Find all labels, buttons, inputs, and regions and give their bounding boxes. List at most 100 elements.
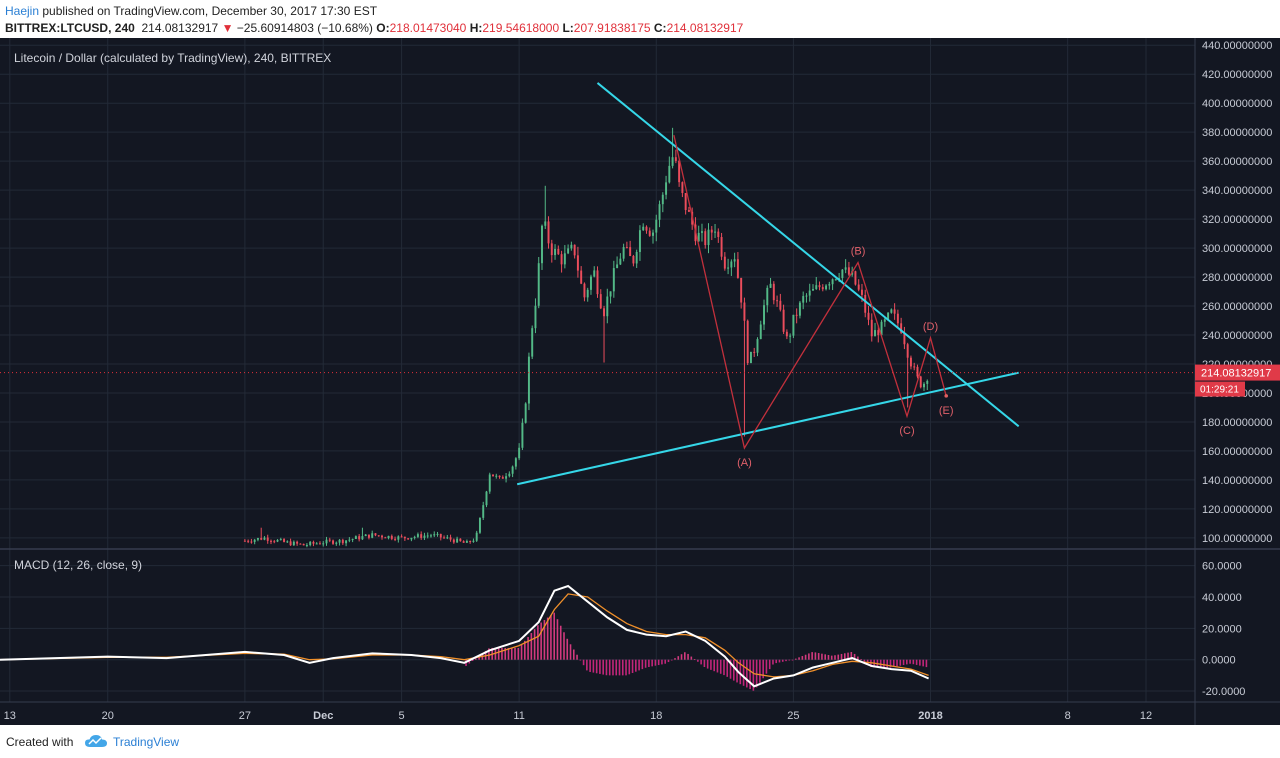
macd-histogram-bar [739,659,742,685]
wave-end-dot [944,394,949,398]
macd-histogram-bar [765,659,768,674]
candle-body [436,533,439,535]
candle-body [426,535,429,537]
author-link[interactable]: Haejin [5,4,40,18]
candle-body [638,230,641,252]
candle-body [449,537,452,540]
macd-histogram-bar [674,658,676,660]
macd-histogram-bar [501,647,503,660]
macd-histogram-bar [772,659,774,665]
low-value: 207.91838175 [573,21,651,35]
candle-body [325,539,328,544]
candles-group [243,127,929,548]
macd-histogram-bar [919,659,921,666]
candle-body [665,182,668,195]
candle-body [299,543,302,545]
candle-body [263,537,266,540]
candle-body [883,319,886,322]
macd-histogram-bar [791,659,794,661]
candle-body [521,422,524,448]
macd-histogram-bar [657,659,660,666]
time-tick-label: Dec [313,710,333,722]
candle-body [740,277,743,303]
price-change: −25.60914803 (−10.68%) [236,21,373,35]
last-price: 214.08132917 [141,21,219,35]
macd-histogram-bar [550,615,552,660]
candle-body [296,541,299,544]
macd-histogram-bar [537,625,539,660]
candle-body [622,247,625,259]
candle-body [518,447,521,459]
macd-histogram-bar [795,658,797,660]
candle-body [338,539,341,543]
macd-histogram-bar [798,657,800,660]
price-chart[interactable]: (A) (B) (C) (D) (E) 100.00000000 120.00000000… [0,38,1280,725]
candle-body [923,383,925,388]
candle-body [697,232,700,242]
price-tick-label: 340.00000000 [1202,185,1272,197]
candle-body [456,538,459,543]
candle-body [410,537,413,540]
candle-body [821,287,824,290]
candle-body [593,270,596,277]
macd-histogram-bar [546,617,549,660]
candle-body [635,251,638,264]
candle-body [860,289,863,295]
published-text: published on TradingView.com, December 3… [42,4,378,18]
candle-body [332,540,335,544]
macd-histogram-bar [801,656,804,660]
macd-histogram-bar [608,659,611,676]
candle-body [305,545,308,547]
candle-body [547,221,550,244]
candle-body [351,538,354,540]
candle-body [423,535,426,538]
candle-body [717,231,720,238]
price-tick-label: 100.00000000 [1202,533,1272,545]
macd-histogram-bar [922,659,924,667]
macd-histogram-bar [814,652,817,660]
macd-histogram-bar [726,659,729,677]
macd-histogram-bar [778,659,781,663]
candle-body [315,543,318,545]
macd-histogram-bar [892,659,895,668]
wave-label: (E) [939,405,954,417]
high-label: H: [469,21,483,35]
candle-body [825,285,828,290]
candle-body [292,541,295,546]
candle-body [459,538,462,542]
candle-body [792,314,795,336]
tradingview-link[interactable]: TradingView [113,735,180,749]
candle-body [880,321,883,336]
price-tick-label: 400.00000000 [1202,98,1272,110]
candle-body [345,540,348,544]
candle-body [554,248,557,256]
macd-histogram-bar [824,654,826,660]
price-tick-label: 160.00000000 [1202,446,1272,458]
price-tick-label: 320.00000000 [1202,214,1272,226]
candle-body [909,357,912,367]
candle-body [906,344,909,358]
macd-histogram-bar [925,659,928,668]
symbol-info: BITTREX:LTCUSD, 240 [5,21,135,35]
macd-histogram-bar [586,659,588,671]
candle-body [256,538,259,540]
candle-body [416,534,419,537]
macd-histogram-bar [684,652,686,660]
candle-body [795,314,798,316]
candle-body [505,476,508,479]
candle-body [407,538,410,540]
macd-histogram-bar [840,653,843,660]
candle-body [896,313,899,324]
candle-body [785,331,788,337]
candle-body [371,533,374,538]
macd-histogram-bar [680,654,683,660]
macd-histogram-bar [703,659,706,668]
macd-histogram-bar [510,647,513,660]
time-tick-label: 27 [239,710,251,722]
candle-body [475,532,478,541]
macd-histogram-bar [635,659,637,672]
macd-histogram-bar [742,659,745,686]
candle-body [723,256,726,269]
candle-body [498,475,501,478]
candle-body [802,296,805,303]
